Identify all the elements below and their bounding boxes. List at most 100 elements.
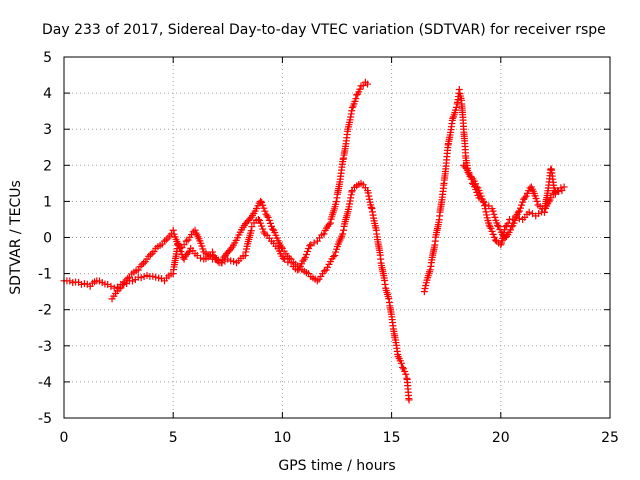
y-tick-label: -3 — [38, 339, 52, 355]
data-point — [465, 169, 473, 177]
data-point — [533, 197, 541, 205]
y-tick-label: -2 — [38, 303, 52, 319]
data-point — [397, 359, 405, 367]
x-axis-label: GPS time / hours — [278, 458, 395, 474]
y-tick-label: 3 — [43, 122, 52, 138]
data-point — [491, 236, 499, 244]
data-point — [506, 226, 514, 234]
data-point — [259, 225, 267, 233]
data-point — [461, 163, 469, 171]
data-point — [310, 239, 318, 247]
y-tick-label: -5 — [38, 411, 52, 427]
data-point — [277, 243, 285, 251]
chart-title: Day 233 of 2017, Sidereal Day-to-day VTE… — [42, 22, 606, 38]
data-point — [514, 208, 522, 216]
data-point — [449, 114, 457, 122]
data-point — [481, 202, 489, 210]
data-point — [364, 189, 372, 197]
data-point — [266, 219, 274, 227]
data-point — [509, 215, 517, 223]
data-point — [348, 104, 356, 112]
data-point — [488, 227, 496, 235]
data-point — [385, 295, 393, 303]
data-point — [263, 212, 271, 220]
data-point — [381, 280, 389, 288]
x-tick-label: 5 — [169, 430, 178, 446]
y-tick-label: 2 — [43, 158, 52, 174]
x-tick-label: 20 — [492, 430, 510, 446]
data-point — [302, 250, 310, 258]
data-point — [279, 254, 287, 262]
x-tick-label: 0 — [60, 430, 69, 446]
data-point — [300, 255, 308, 263]
data-point — [558, 187, 566, 195]
data-point — [497, 241, 505, 249]
data-point — [494, 221, 502, 229]
data-point — [516, 204, 524, 212]
data-point — [482, 208, 490, 216]
data-point — [260, 204, 268, 212]
data-point — [479, 197, 487, 205]
data-point — [399, 363, 407, 371]
y-tick-label: -1 — [38, 267, 52, 283]
data-point — [261, 207, 269, 215]
data-point — [324, 263, 332, 271]
x-tick-label: 10 — [273, 430, 291, 446]
data-point — [265, 216, 273, 224]
data-points — [60, 78, 568, 404]
data-point — [209, 248, 217, 256]
data-point — [199, 245, 207, 253]
data-point — [331, 252, 339, 260]
data-point — [481, 205, 489, 213]
data-point — [258, 222, 266, 230]
data-point — [477, 192, 485, 200]
data-point — [325, 220, 333, 228]
data-point — [365, 195, 373, 203]
y-tick-label: 0 — [43, 231, 52, 247]
data-point — [489, 207, 497, 215]
data-point — [365, 192, 373, 200]
data-point — [329, 253, 337, 261]
data-point — [339, 230, 347, 238]
data-point — [332, 198, 340, 206]
data-point — [487, 224, 495, 232]
data-point — [185, 247, 193, 255]
data-point — [306, 242, 314, 250]
data-point — [180, 255, 188, 263]
data-point — [508, 223, 516, 231]
data-point — [248, 223, 256, 231]
data-point — [471, 180, 479, 188]
x-tick-label: 25 — [601, 430, 619, 446]
x-tick-label: 15 — [383, 430, 401, 446]
tick-labels: 0 5 10 15 20 25 -5 -4 -3 -2 -1 0 1 2 3 4 5 — [38, 50, 619, 446]
data-point — [501, 226, 509, 234]
data-point — [367, 203, 375, 211]
data-point — [515, 215, 523, 223]
data-point — [480, 199, 488, 207]
data-point — [217, 259, 225, 267]
data-point — [426, 266, 434, 274]
data-point — [169, 226, 177, 234]
data-point — [364, 80, 372, 88]
data-point — [257, 197, 265, 205]
data-point — [560, 183, 568, 191]
y-tick-label: 5 — [43, 50, 52, 66]
data-point — [405, 396, 413, 404]
data-point — [421, 285, 429, 293]
data-point — [326, 219, 334, 227]
data-point — [264, 213, 272, 221]
data-point — [518, 201, 526, 209]
y-tick-label: 1 — [43, 194, 52, 210]
data-point — [500, 229, 508, 237]
plot-frame — [63, 56, 611, 419]
data-point — [107, 282, 115, 290]
data-point — [320, 230, 328, 238]
data-point — [420, 288, 428, 296]
data-point — [180, 241, 188, 249]
data-point — [356, 85, 364, 93]
data-point — [402, 370, 410, 378]
y-tick-label: 4 — [43, 86, 52, 102]
data-point — [352, 95, 360, 103]
y-tick-label: -4 — [38, 375, 52, 391]
